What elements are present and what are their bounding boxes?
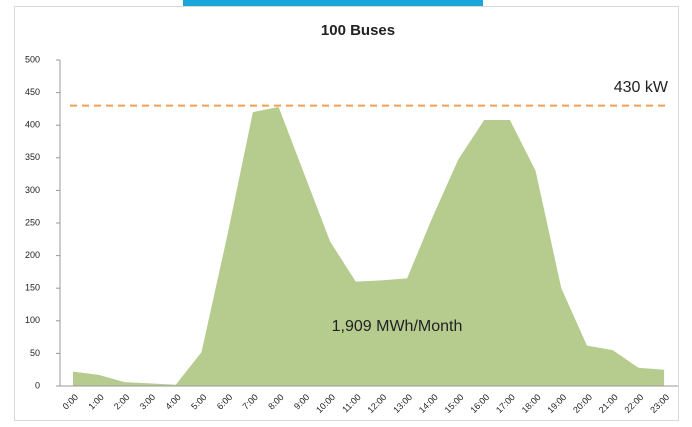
x-tick-label: 22:00 (622, 392, 645, 415)
x-tick-label: 19:00 (545, 392, 568, 415)
x-tick-label: 6:00 (215, 392, 234, 411)
x-tick-label: 13:00 (391, 392, 414, 415)
y-tick-label: 450 (25, 87, 40, 97)
top-bar (183, 0, 483, 6)
x-tick-label: 18:00 (520, 392, 543, 415)
x-tick-label: 15:00 (443, 392, 466, 415)
x-tick-label: 12:00 (365, 392, 388, 415)
x-tick-label: 9:00 (292, 392, 311, 411)
x-tick-label: 2:00 (112, 392, 131, 411)
x-tick-label: 5:00 (189, 392, 208, 411)
x-tick-label: 23:00 (648, 392, 671, 415)
annotation: 1,909 MWh/Month (332, 318, 463, 335)
x-tick-label: 21:00 (597, 392, 620, 415)
x-tick-label: 11:00 (340, 392, 363, 415)
x-tick-label: 3:00 (138, 392, 157, 411)
reference-label: 430 kW (614, 79, 669, 96)
x-tick-label: 1:00 (86, 392, 105, 411)
y-tick-label: 300 (25, 185, 40, 195)
y-tick-label: 0 (35, 380, 40, 390)
area (73, 106, 665, 386)
chart-title: 100 Buses (321, 22, 395, 39)
chart-border (14, 6, 679, 421)
y-tick-label: 200 (25, 250, 40, 260)
y-tick-label: 500 (25, 54, 40, 64)
x-tick-label: 0:00 (61, 392, 80, 411)
x-tick-label: 16:00 (468, 392, 491, 415)
x-tick-label: 10:00 (314, 392, 337, 415)
y-tick-label: 400 (25, 120, 40, 130)
x-tick-label: 14:00 (417, 392, 440, 415)
x-tick-label: 7:00 (241, 392, 260, 411)
x-tick-label: 8:00 (266, 392, 285, 411)
x-tick-label: 17:00 (494, 392, 517, 415)
y-tick-label: 50 (30, 348, 40, 358)
y-tick-label: 250 (25, 217, 40, 227)
x-tick-label: 20:00 (571, 392, 594, 415)
x-tick-label: 4:00 (163, 392, 182, 411)
y-tick-label: 100 (25, 315, 40, 325)
y-tick-label: 350 (25, 152, 40, 162)
y-tick-label: 150 (25, 283, 40, 293)
